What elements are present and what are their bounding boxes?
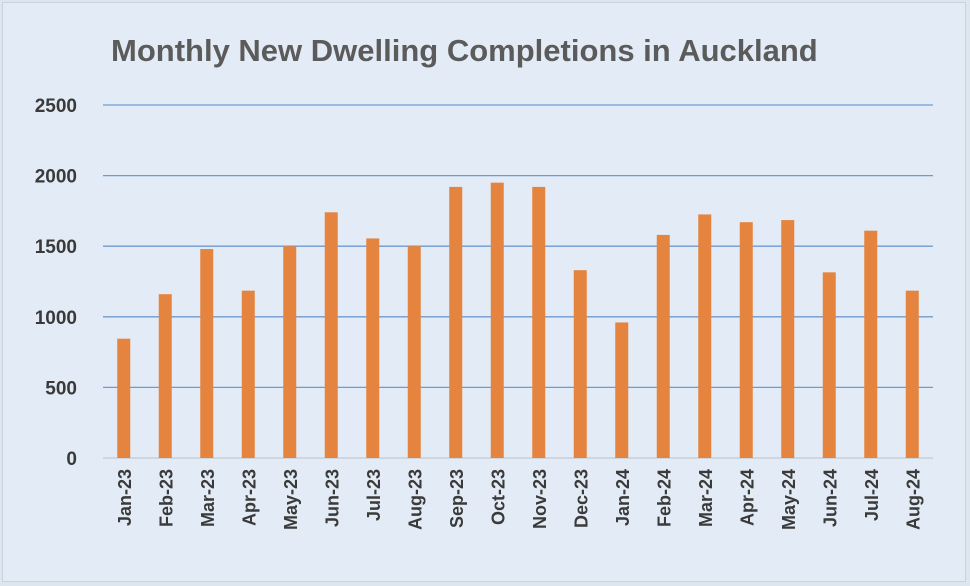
bar-jul-24 [864,230,878,458]
chart-title: Monthly New Dwelling Completions in Auck… [111,33,818,68]
bar-sep-23 [449,186,463,458]
bar-chart: 0 500 1000 1500 2000 2500 Jan-23 Feb-23 Mar-23 A… [35,96,933,530]
x-tick-label: May-23 [281,469,301,530]
bar-may-24 [781,220,795,458]
y-tick-label: 1000 [35,308,77,329]
bar-jun-23 [324,212,338,458]
x-tick-label: Jun-23 [322,469,342,527]
bar-aug-24 [905,290,919,458]
x-tick-label: Aug-23 [405,469,425,530]
x-tick-label: Dec-23 [571,469,591,528]
y-tick-label: 0 [66,449,77,470]
x-tick-label: Jul-24 [862,469,882,521]
bar-jul-23 [366,238,380,458]
bar-nov-23 [532,186,546,458]
bar-mar-24 [698,214,712,458]
x-tick-label: Nov-23 [530,469,550,529]
x-tick-label: Apr-24 [737,469,757,526]
x-tick-label: Jan-23 [115,469,135,526]
x-tick-label: Oct-23 [488,469,508,525]
bar-aug-23 [407,246,421,458]
y-tick-label: 2500 [35,96,77,117]
bar-feb-23 [158,294,172,458]
bar-jan-23 [117,338,131,458]
x-tick-label: May-24 [779,469,799,530]
x-axis-ticks: Jan-23 Feb-23 Mar-23 Apr-23 May-23 Jun-23 Jul-… [115,469,924,530]
x-tick-label: Feb-24 [654,469,674,527]
bars [117,182,919,458]
bar-feb-24 [656,234,670,458]
y-tick-label: 1500 [35,237,77,258]
x-tick-label: Jan-24 [613,469,633,526]
bar-apr-23 [241,290,255,458]
bar-jan-24 [615,322,629,458]
gridlines [103,104,933,459]
y-tick-label: 2000 [35,167,77,188]
x-tick-label: Jul-23 [364,469,384,521]
x-tick-label: Aug-24 [903,469,923,530]
bar-oct-23 [490,182,504,458]
bar-may-23 [283,246,297,458]
x-tick-label: Mar-23 [198,469,218,527]
x-tick-label: Apr-23 [239,469,259,526]
y-axis-ticks: 0 500 1000 1500 2000 2500 [35,96,77,470]
bar-apr-24 [739,222,753,458]
y-tick-label: 500 [45,378,77,399]
bar-jun-24 [822,272,836,458]
x-tick-label: Jun-24 [820,469,840,527]
bar-dec-23 [573,270,587,458]
x-tick-label: Feb-23 [156,469,176,527]
x-tick-label: Mar-24 [696,469,716,527]
bar-mar-23 [200,249,214,458]
x-tick-label: Sep-23 [447,469,467,528]
